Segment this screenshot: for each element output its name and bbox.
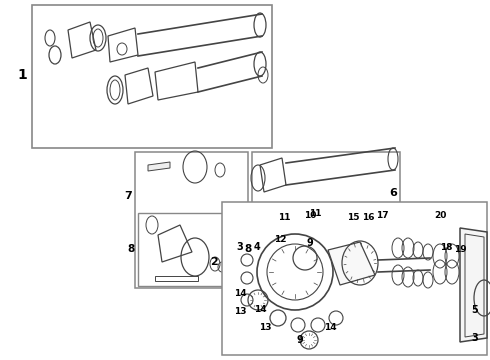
- Polygon shape: [148, 162, 170, 171]
- Text: 7: 7: [124, 191, 132, 201]
- Text: 14: 14: [234, 288, 246, 297]
- Text: 4: 4: [254, 242, 260, 252]
- Text: 10: 10: [304, 211, 316, 220]
- Text: 14: 14: [254, 306, 266, 315]
- Text: 13: 13: [259, 323, 271, 332]
- Text: 6: 6: [389, 188, 397, 198]
- Text: 2: 2: [210, 257, 218, 267]
- Polygon shape: [328, 242, 375, 285]
- Bar: [138, 213, 245, 286]
- Text: 20: 20: [434, 211, 446, 220]
- Text: 9: 9: [307, 238, 314, 248]
- Text: 17: 17: [376, 211, 388, 220]
- Text: 18: 18: [440, 243, 452, 252]
- Text: 8: 8: [127, 244, 135, 254]
- Text: 15: 15: [347, 213, 359, 222]
- Bar: [32, 5, 272, 148]
- Text: 3: 3: [472, 333, 478, 343]
- Text: 5: 5: [472, 305, 478, 315]
- Text: 12: 12: [274, 235, 286, 244]
- Text: 13: 13: [234, 307, 246, 316]
- Text: 3: 3: [237, 242, 244, 252]
- Bar: [255, 213, 397, 286]
- Text: 11: 11: [309, 208, 321, 217]
- Text: 11: 11: [278, 213, 290, 222]
- Bar: [252, 152, 400, 288]
- Polygon shape: [460, 228, 487, 342]
- Text: 16: 16: [362, 213, 374, 222]
- Text: 8: 8: [245, 244, 252, 254]
- Text: 14: 14: [324, 323, 336, 332]
- Bar: [135, 152, 248, 288]
- Text: 9: 9: [296, 335, 303, 345]
- Text: 1: 1: [17, 68, 27, 82]
- Bar: [222, 202, 487, 355]
- Text: 19: 19: [454, 246, 466, 255]
